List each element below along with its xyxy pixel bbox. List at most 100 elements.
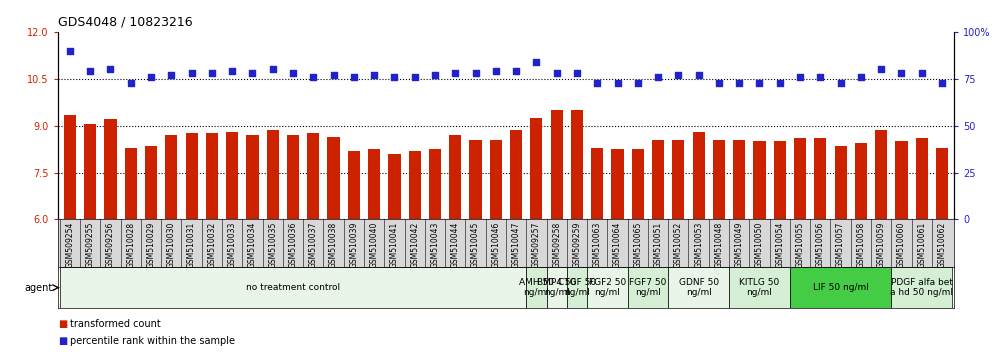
Point (62, 48, 78, 53)
Text: GSM510043: GSM510043 (430, 222, 439, 268)
Text: ■: ■ (58, 319, 67, 329)
Point (590, 80, 606, 85)
Point (244, 70, 260, 76)
Point (752, 80, 768, 85)
Bar (672, 140, 684, 219)
Text: GSM510042: GSM510042 (410, 222, 419, 268)
Text: GSM510061: GSM510061 (917, 222, 926, 268)
Bar (267, 130, 279, 219)
Text: GSM510058: GSM510058 (857, 222, 866, 268)
Text: GSM510036: GSM510036 (289, 222, 298, 268)
Bar (408, 151, 420, 219)
Text: GSM510065: GSM510065 (633, 222, 642, 268)
Point (893, 70, 909, 76)
Point (306, 74, 322, 80)
Text: agent: agent (25, 282, 53, 293)
Text: GSM510046: GSM510046 (491, 222, 500, 268)
Bar (185, 133, 197, 219)
Point (285, 70, 301, 76)
Bar (936, 148, 948, 219)
Point (143, 74, 159, 80)
Bar (490, 140, 502, 219)
Text: GSM510057: GSM510057 (836, 222, 845, 268)
Bar (429, 149, 441, 219)
Text: GDNF 50
ng/ml: GDNF 50 ng/ml (678, 278, 719, 297)
Bar (753, 141, 766, 219)
Point (934, 80, 950, 85)
Point (204, 70, 220, 76)
Bar (733, 140, 745, 219)
Bar (510, 130, 522, 219)
Text: GSM510045: GSM510045 (471, 222, 480, 268)
Text: GSM510050: GSM510050 (755, 222, 764, 268)
Text: GSM510029: GSM510029 (146, 222, 155, 268)
Point (508, 68, 524, 74)
Bar (692, 132, 705, 219)
Bar (915, 138, 928, 219)
Text: GSM510033: GSM510033 (228, 222, 237, 268)
Bar (835, 146, 847, 219)
Text: FGF7 50
ng/ml: FGF7 50 ng/ml (629, 278, 666, 297)
Text: GSM510060: GSM510060 (897, 222, 906, 268)
Point (629, 80, 645, 85)
Bar (567, 267, 587, 308)
Text: GSM509255: GSM509255 (86, 222, 95, 268)
Text: GSM510055: GSM510055 (796, 222, 805, 268)
Point (690, 72, 706, 78)
Point (386, 74, 402, 80)
Text: GSM509257: GSM509257 (532, 222, 541, 268)
Point (853, 74, 869, 80)
Point (265, 67, 281, 72)
Text: GSM510035: GSM510035 (268, 222, 277, 268)
Point (406, 74, 422, 80)
Bar (64, 115, 76, 219)
Bar (815, 138, 827, 219)
Point (367, 72, 382, 78)
Text: GSM509256: GSM509256 (106, 222, 115, 268)
Bar (145, 146, 157, 219)
Text: GSM510031: GSM510031 (187, 222, 196, 268)
Point (224, 68, 240, 74)
Point (488, 68, 504, 74)
Point (873, 67, 889, 72)
Point (650, 74, 666, 80)
Point (123, 80, 138, 85)
Bar (530, 118, 543, 219)
Point (913, 70, 929, 76)
Point (103, 67, 119, 72)
Point (467, 70, 483, 76)
Bar (328, 137, 340, 219)
Text: GSM509254: GSM509254 (66, 222, 75, 268)
Point (529, 59, 545, 65)
Point (711, 80, 727, 85)
Point (83, 68, 99, 74)
Bar (891, 267, 952, 308)
Bar (60, 267, 526, 308)
Text: CTGF 50
ng/ml: CTGF 50 ng/ml (558, 278, 596, 297)
Text: GSM510039: GSM510039 (350, 222, 359, 268)
Point (731, 80, 747, 85)
Bar (774, 141, 786, 219)
Text: GSM510032: GSM510032 (207, 222, 216, 268)
Bar (287, 135, 299, 219)
Point (772, 80, 788, 85)
Text: GSM510059: GSM510059 (876, 222, 885, 268)
Point (183, 70, 199, 76)
Text: GSM510030: GSM510030 (167, 222, 176, 268)
Bar (246, 135, 259, 219)
Bar (369, 149, 380, 219)
Text: GSM510047: GSM510047 (512, 222, 521, 268)
Text: transformed count: transformed count (70, 319, 160, 329)
Bar (652, 140, 664, 219)
Point (427, 72, 443, 78)
Bar (469, 140, 482, 219)
Text: GSM510038: GSM510038 (329, 222, 338, 268)
Bar (348, 151, 360, 219)
Bar (307, 133, 320, 219)
Bar (571, 110, 583, 219)
Text: ■: ■ (58, 336, 67, 346)
Text: GDS4048 / 10823216: GDS4048 / 10823216 (58, 15, 192, 28)
Bar (631, 149, 643, 219)
Text: no treatment control: no treatment control (246, 283, 340, 292)
Text: BMP4 50
ng/ml: BMP4 50 ng/ml (537, 278, 577, 297)
